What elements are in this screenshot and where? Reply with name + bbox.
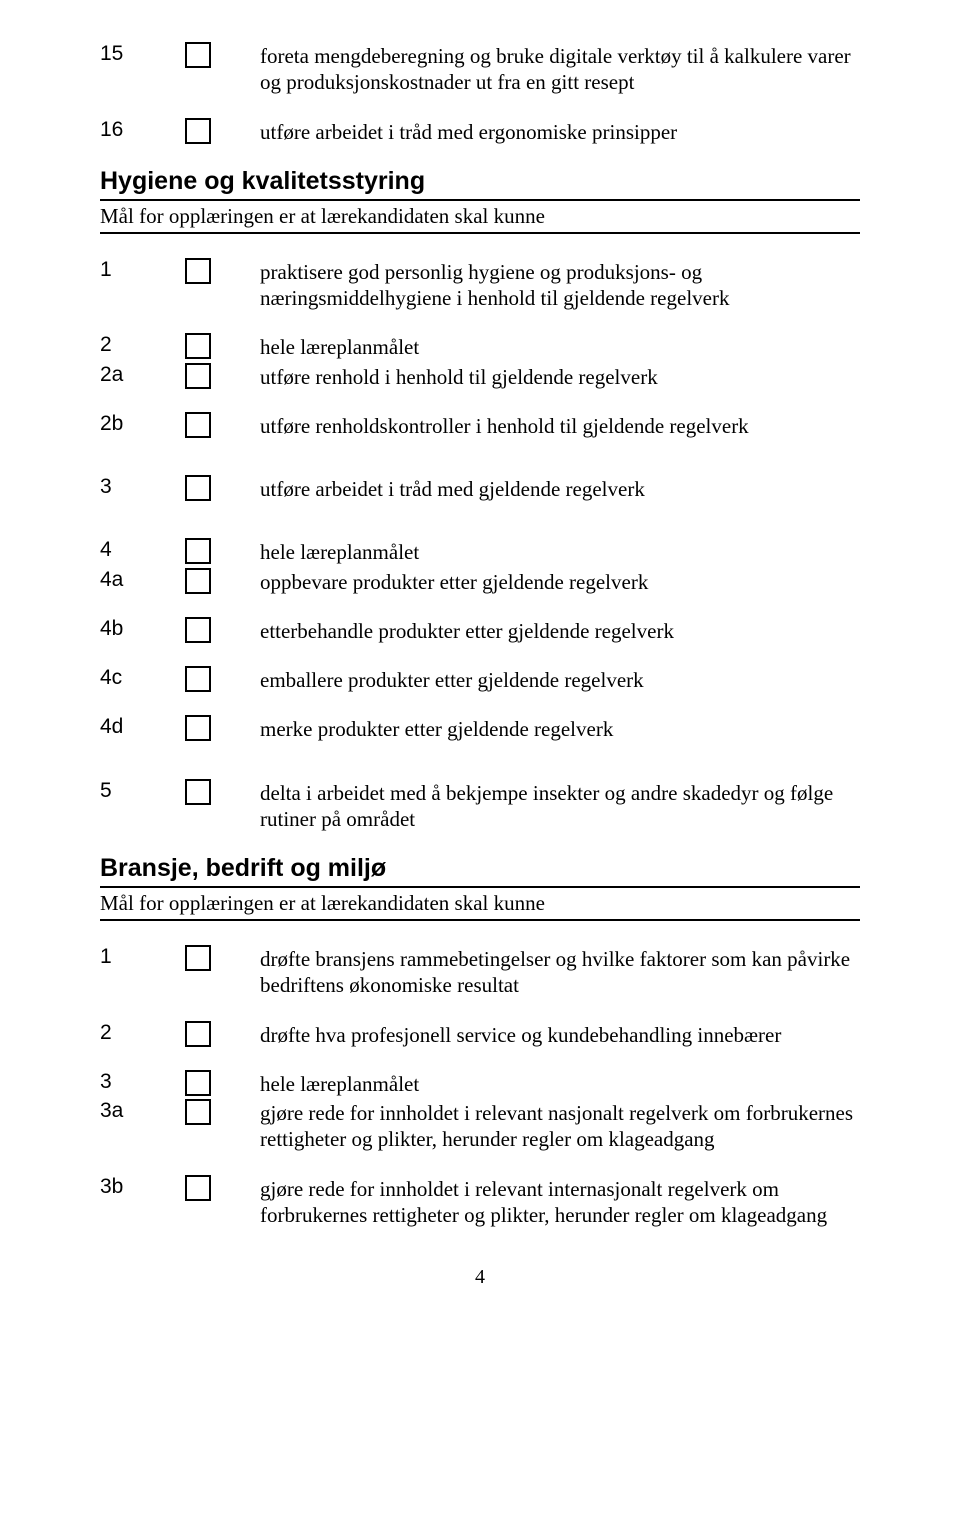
item-number: 16 <box>100 118 185 142</box>
item-number: 5 <box>100 779 185 803</box>
item-row: 2 hele læreplanmålet <box>100 333 860 360</box>
section-heading-hygiene: Hygiene og kvalitetsstyring <box>100 167 860 201</box>
section-subtitle: Mål for opplæringen er at lærekandidaten… <box>100 204 860 234</box>
item-row: 2 drøfte hva profesjonell service og kun… <box>100 1021 860 1048</box>
section-subtitle: Mål for opplæringen er at lærekandidaten… <box>100 891 860 921</box>
item-text: gjøre rede for innholdet i relevant inte… <box>260 1175 860 1229</box>
checkbox[interactable] <box>185 363 211 389</box>
checkbox[interactable] <box>185 779 211 805</box>
item-text: drøfte hva profesjonell service og kunde… <box>260 1021 860 1048</box>
item-number: 4a <box>100 568 185 592</box>
checkbox[interactable] <box>185 538 211 564</box>
checkbox[interactable] <box>185 1099 211 1125</box>
item-text: praktisere god personlig hygiene og prod… <box>260 258 860 312</box>
item-row: 3 utføre arbeidet i tråd med gjeldende r… <box>100 475 860 502</box>
item-number: 4b <box>100 617 185 641</box>
item-row: 4b etterbehandle produkter etter gjelden… <box>100 617 860 644</box>
item-number: 3 <box>100 475 185 499</box>
checkbox[interactable] <box>185 1021 211 1047</box>
item-row: 3a gjøre rede for innholdet i relevant n… <box>100 1099 860 1153</box>
checkbox[interactable] <box>185 617 211 643</box>
item-row: 1 praktisere god personlig hygiene og pr… <box>100 258 860 312</box>
checkbox-col <box>185 118 260 144</box>
checkbox[interactable] <box>185 1175 211 1201</box>
item-text: utføre arbeidet i tråd med ergonomiske p… <box>260 118 860 145</box>
item-number: 3a <box>100 1099 185 1123</box>
item-row: 4a oppbevare produkter etter gjeldende r… <box>100 568 860 595</box>
checkbox[interactable] <box>185 475 211 501</box>
page-number: 4 <box>100 1266 860 1289</box>
checkbox[interactable] <box>185 715 211 741</box>
item-text: delta i arbeidet med å bekjempe insekter… <box>260 779 860 833</box>
item-row: 4d merke produkter etter gjeldende regel… <box>100 715 860 742</box>
item-row: 4 hele læreplanmålet <box>100 538 860 565</box>
item-number: 2 <box>100 333 185 357</box>
checkbox[interactable] <box>185 412 211 438</box>
item-text: merke produkter etter gjeldende regelver… <box>260 715 860 742</box>
item-text: gjøre rede for innholdet i relevant nasj… <box>260 1099 860 1153</box>
checkbox[interactable] <box>185 333 211 359</box>
item-row: 3 hele læreplanmålet <box>100 1070 860 1097</box>
item-row: 4c emballere produkter etter gjeldende r… <box>100 666 860 693</box>
item-row: 5 delta i arbeidet med å bekjempe insekt… <box>100 779 860 833</box>
item-number: 2a <box>100 363 185 387</box>
item-text: etterbehandle produkter etter gjeldende … <box>260 617 860 644</box>
item-row: 2a utføre renhold i henhold til gjeldend… <box>100 363 860 390</box>
item-text: foreta mengdeberegning og bruke digitale… <box>260 42 860 96</box>
page: 15 foreta mengdeberegning og bruke digit… <box>0 0 960 1309</box>
item-text: utføre renholdskontroller i henhold til … <box>260 412 860 439</box>
checkbox[interactable] <box>185 666 211 692</box>
item-number: 3 <box>100 1070 185 1094</box>
section-heading-bransje: Bransje, bedrift og miljø <box>100 854 860 888</box>
item-row: 15 foreta mengdeberegning og bruke digit… <box>100 42 860 96</box>
item-text: emballere produkter etter gjeldende rege… <box>260 666 860 693</box>
item-text: hele læreplanmålet <box>260 333 860 360</box>
item-number: 2b <box>100 412 185 436</box>
item-number: 1 <box>100 945 185 969</box>
item-text: utføre renhold i henhold til gjeldende r… <box>260 363 860 390</box>
checkbox[interactable] <box>185 118 211 144</box>
item-row: 1 drøfte bransjens rammebetingelser og h… <box>100 945 860 999</box>
item-number: 4 <box>100 538 185 562</box>
item-text: hele læreplanmålet <box>260 538 860 565</box>
item-number: 2 <box>100 1021 185 1045</box>
item-row: 2b utføre renholdskontroller i henhold t… <box>100 412 860 439</box>
item-number: 1 <box>100 258 185 282</box>
item-number: 4c <box>100 666 185 690</box>
item-number: 4d <box>100 715 185 739</box>
item-text: hele læreplanmålet <box>260 1070 860 1097</box>
item-number: 15 <box>100 42 185 66</box>
item-row: 3b gjøre rede for innholdet i relevant i… <box>100 1175 860 1229</box>
checkbox-col <box>185 42 260 68</box>
item-text: utføre arbeidet i tråd med gjeldende reg… <box>260 475 860 502</box>
checkbox[interactable] <box>185 568 211 594</box>
item-row: 16 utføre arbeidet i tråd med ergonomisk… <box>100 118 860 145</box>
checkbox[interactable] <box>185 258 211 284</box>
item-text: drøfte bransjens rammebetingelser og hvi… <box>260 945 860 999</box>
checkbox[interactable] <box>185 945 211 971</box>
item-text: oppbevare produkter etter gjeldende rege… <box>260 568 860 595</box>
item-number: 3b <box>100 1175 185 1199</box>
checkbox[interactable] <box>185 42 211 68</box>
checkbox[interactable] <box>185 1070 211 1096</box>
